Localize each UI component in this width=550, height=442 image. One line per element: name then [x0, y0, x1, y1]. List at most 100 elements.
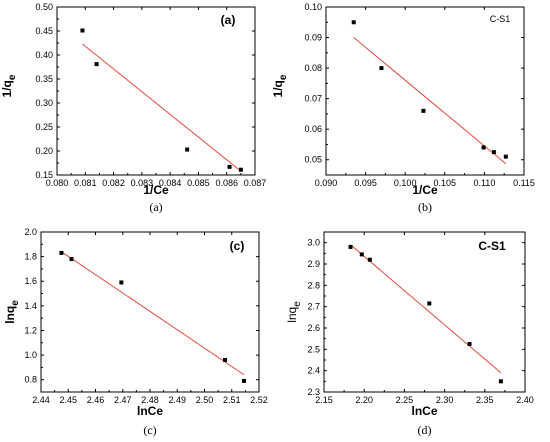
x-tick-label: 2.48	[141, 395, 159, 405]
y-axis-label: 1/qe	[0, 74, 18, 97]
y-tick-label: 0.50	[35, 2, 53, 12]
panel-label: (a)	[221, 13, 236, 27]
y-tick-label: 0.09	[304, 33, 322, 43]
y-tick-label: 0.15	[35, 170, 53, 180]
x-tick-label: 0.115	[513, 178, 535, 188]
x-axis-label: 1/Ce	[412, 183, 438, 197]
data-point	[427, 301, 432, 306]
y-tick-label: 0.45	[35, 26, 53, 36]
chart-panel-2: 0.090 0.095 0.100 0.105 0.110 0.115 0.05 0.06 0.…	[271, 2, 535, 214]
y-tick-label: 0.8	[24, 375, 37, 385]
chart-panel-3: 2.44 2.45 2.46 2.47 2.48 2.49 2.50 2.51 2.52 0.8 1…	[3, 227, 268, 437]
chart-panel-4: 2.15 2.20 2.25 2.30 2.35 2.40 2.3 2.4 2.5 2.6 2.7 2…	[285, 231, 534, 437]
y-tick-label: 1.6	[24, 276, 37, 286]
x-tick-label: 2.45	[59, 395, 77, 405]
x-tick-label: 2.44	[32, 395, 50, 405]
figure-caption: (c)	[143, 423, 156, 437]
y-tick-label: 2.9	[307, 259, 320, 269]
y-tick-label: 0.25	[35, 122, 53, 132]
x-axis-label: lnCe	[137, 404, 163, 418]
y-axis-label: 1/qe	[271, 74, 289, 97]
data-point	[69, 257, 74, 262]
y-axis-label-main: 1/q	[271, 80, 285, 97]
data-point	[185, 147, 190, 152]
data-point	[503, 154, 508, 159]
y-tick-label: 2.6	[307, 323, 320, 333]
y-tick-label: 0.20	[35, 146, 53, 156]
x-tick-label: 0.110	[473, 178, 495, 188]
x-tick-label: 2.35	[476, 395, 494, 405]
y-tick-label: 1.2	[24, 325, 37, 335]
x-tick-label: 2.25	[396, 395, 414, 405]
x-tick-label: 2.50	[196, 395, 214, 405]
y-axis-label-subscript: e	[278, 74, 289, 80]
x-tick-label: 2.51	[223, 395, 241, 405]
y-tick-label: 0.06	[304, 124, 322, 134]
y-axis-label-main: lnq	[3, 306, 17, 324]
data-point	[351, 20, 356, 25]
x-axis-label: lnCe	[411, 404, 437, 418]
y-axis-label-main: 1/q	[0, 80, 14, 97]
data-point	[348, 244, 353, 249]
fit-line	[82, 43, 242, 172]
chart-panel-1: 0.080 0.081 0.082 0.083 0.084 0.085 0.086 0.087…	[0, 2, 266, 214]
data-point	[467, 342, 472, 346]
data-point	[491, 150, 496, 155]
panel-label: C-S1	[478, 239, 506, 253]
plot-frame	[40, 231, 260, 393]
y-tick-label: 0.05	[304, 155, 322, 165]
x-tick-label: 2.40	[516, 395, 534, 405]
x-tick-label: 2.46	[87, 395, 105, 405]
fit-line	[61, 251, 245, 376]
y-tick-label: 0.40	[35, 50, 53, 60]
y-axis-label: lnqe	[3, 300, 21, 324]
x-tick-label: 0.095	[354, 178, 377, 188]
x-tick-label: 0.087	[244, 178, 267, 188]
figure-caption: (a)	[149, 200, 162, 214]
data-point	[59, 250, 64, 255]
x-tick-label: 0.105	[434, 178, 457, 188]
x-tick-label: 2.20	[355, 395, 373, 405]
fit-line	[353, 37, 507, 165]
data-point	[367, 257, 372, 262]
y-axis-label-subscript: e	[292, 301, 303, 307]
fit-line	[350, 244, 502, 374]
y-axis-label-subscript: e	[7, 74, 18, 80]
data-point	[222, 358, 227, 362]
x-tick-label: 0.086	[215, 178, 238, 188]
y-tick-label: 2.8	[307, 280, 320, 290]
figure-caption: (b)	[418, 200, 432, 214]
data-point	[481, 145, 486, 150]
x-tick-label: 2.15	[315, 395, 333, 405]
data-point	[498, 379, 503, 384]
y-axis-label-subscript: e	[10, 300, 21, 306]
data-point	[80, 28, 85, 33]
x-tick-label: 0.100	[394, 178, 417, 188]
y-tick-label: 0.30	[35, 98, 53, 108]
data-point	[242, 378, 247, 383]
y-tick-label: 2.3	[307, 387, 320, 397]
x-tick-label: 2.52	[250, 395, 268, 405]
y-tick-label: 2.5	[307, 344, 320, 354]
x-axis-label: 1/Ce	[143, 183, 169, 197]
figure-caption: (d)	[418, 423, 432, 437]
x-tick-label: 0.080	[46, 178, 69, 188]
plot-frame	[56, 6, 256, 176]
x-tick-label: 0.083	[131, 178, 154, 188]
x-tick-label: 2.49	[168, 395, 186, 405]
y-tick-label: 2.4	[307, 366, 320, 376]
y-tick-label: 1.0	[24, 350, 37, 360]
y-tick-label: 1.8	[24, 252, 37, 262]
data-point	[94, 62, 99, 67]
data-point	[359, 252, 364, 257]
y-tick-label: 0.07	[304, 94, 322, 104]
y-tick-label: 3.0	[307, 238, 320, 248]
panel-label: (c)	[230, 239, 245, 253]
y-tick-label: 2.0	[24, 227, 37, 237]
data-point	[238, 167, 243, 172]
x-tick-label: 2.47	[114, 395, 132, 405]
x-tick-label: 0.084	[159, 178, 182, 188]
data-point	[421, 108, 426, 113]
x-tick-label: 0.090	[315, 178, 338, 188]
